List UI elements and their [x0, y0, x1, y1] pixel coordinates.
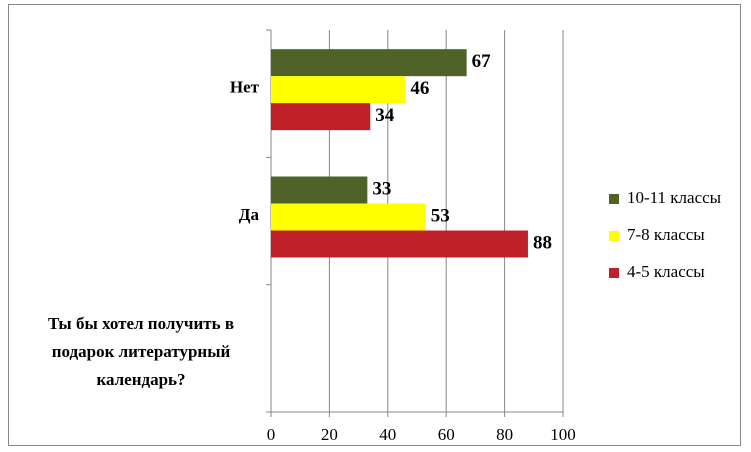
legend-label: 10-11 классы [627, 188, 722, 207]
bar [271, 76, 406, 104]
bar [271, 176, 368, 204]
bar [271, 203, 426, 231]
chart-border [8, 4, 741, 446]
category-label: Да [239, 205, 260, 224]
x-tick-label: 80 [496, 425, 513, 444]
data-label: 33 [372, 178, 391, 199]
x-tick-label: 20 [321, 425, 338, 444]
data-label: 53 [431, 205, 450, 226]
data-label: 67 [472, 51, 492, 72]
x-tick-label: 0 [267, 425, 276, 444]
legend-swatch [609, 231, 619, 241]
data-label: 46 [410, 78, 429, 99]
category-label: Нет [230, 78, 260, 97]
data-label: 88 [533, 232, 552, 253]
data-label: 34 [375, 105, 395, 126]
category-label: Ты бы хотел получить в подарок литератур… [47, 314, 235, 389]
bar [271, 230, 528, 258]
legend-swatch [609, 194, 619, 204]
legend-swatch [609, 268, 619, 278]
x-tick-label: 40 [379, 425, 396, 444]
bar [271, 103, 371, 131]
x-tick-label: 100 [550, 425, 576, 444]
bar [271, 49, 467, 77]
legend-label: 7-8 классы [627, 225, 705, 244]
legend-label: 4-5 классы [627, 262, 705, 281]
x-tick-label: 60 [438, 425, 455, 444]
